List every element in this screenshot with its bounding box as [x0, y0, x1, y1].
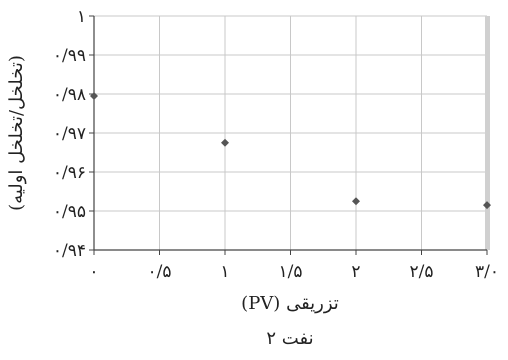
- x-tick-label-5: ۲/۵: [410, 262, 434, 282]
- chart-title: نفت ۲: [266, 328, 313, 349]
- y-tick-label-2: ۰/۹۶: [53, 163, 86, 183]
- y-tick-label-1: ۰/۹۵: [53, 202, 86, 222]
- plot-right-border: [485, 16, 490, 250]
- x-tick-label-3: ۱/۵: [279, 262, 303, 282]
- data-point-0-3: [483, 201, 491, 210]
- x-tick-label-6: ۳/۰: [475, 262, 499, 282]
- data-point-0-0: [90, 91, 98, 100]
- y-tick-label-6: ۱: [77, 7, 86, 27]
- x-axis-label: (PV) تزریقی: [241, 293, 339, 314]
- data-point-0-1: [221, 138, 229, 147]
- x-tick-label-2: ۱: [220, 262, 229, 282]
- y-tick-label-4: ۰/۹۸: [53, 85, 86, 105]
- y-tick-label-0: ۰/۹۴: [53, 241, 86, 261]
- x-tick-label-0: ۰: [89, 262, 98, 282]
- y-axis-label: (تخلخل/تخلخل اولیه): [6, 55, 27, 211]
- x-tick-label-4: ۲: [351, 262, 360, 282]
- y-tick-label-3: ۰/۹۷: [53, 124, 86, 144]
- data-point-0-2: [352, 197, 360, 206]
- x-tick-label-1: ۰/۵: [148, 262, 172, 282]
- y-tick-label-5: ۰/۹۹: [53, 46, 86, 66]
